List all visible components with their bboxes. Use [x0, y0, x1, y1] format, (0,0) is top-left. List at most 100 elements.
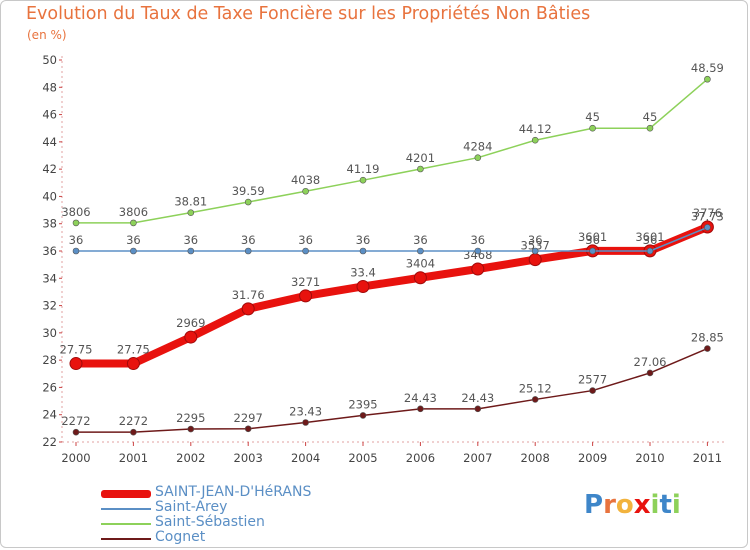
y-tick-label: 28	[42, 353, 57, 367]
data-label: 27.06	[634, 355, 667, 369]
data-label: 33.4	[350, 265, 376, 279]
data-point	[302, 247, 309, 255]
data-label: 2297	[234, 411, 263, 425]
data-point	[299, 289, 313, 303]
data-point	[69, 357, 83, 371]
y-tick-label: 30	[42, 326, 57, 340]
data-point	[187, 247, 195, 255]
data-point	[187, 209, 195, 216]
x-tick-label: 2011	[693, 451, 722, 465]
data-label: 2272	[61, 414, 90, 428]
logo-letter: o	[615, 490, 634, 520]
data-label: 3806	[61, 205, 90, 219]
data-label: 27.75	[117, 343, 150, 357]
data-point	[130, 219, 137, 227]
data-point	[356, 279, 370, 293]
data-label: 2272	[119, 414, 148, 428]
data-label: 36	[241, 233, 256, 247]
data-label: 2295	[176, 411, 205, 425]
series-line	[76, 226, 708, 252]
data-point	[126, 357, 140, 371]
data-label: 4038	[291, 173, 320, 187]
data-label: 3404	[406, 257, 435, 271]
y-tick-label: 24	[42, 408, 57, 422]
data-label: 36	[356, 233, 371, 247]
data-label: 3601	[578, 230, 607, 244]
data-label: 36	[126, 233, 141, 247]
data-label: 36	[470, 233, 485, 247]
data-label: 36	[183, 233, 198, 247]
unit-label: (en %)	[27, 28, 67, 42]
data-point	[244, 247, 252, 255]
data-point	[704, 75, 711, 83]
data-point	[417, 165, 424, 173]
data-label: 28.85	[691, 331, 724, 345]
data-label: 37.73	[691, 209, 724, 223]
data-label: 36	[69, 233, 84, 247]
legend-label: Cognet	[155, 529, 206, 545]
x-tick-label: 2000	[61, 451, 90, 465]
data-point	[589, 124, 596, 132]
x-tick-label: 2006	[406, 451, 435, 465]
data-point	[646, 369, 654, 377]
data-point	[359, 412, 367, 419]
data-point	[417, 405, 424, 413]
data-point	[359, 247, 367, 255]
x-tick-label: 2009	[578, 451, 607, 465]
legend-label: Saint-Arey	[155, 499, 228, 515]
data-point	[474, 247, 482, 255]
data-label: 41.19	[347, 162, 380, 176]
data-label: 44.12	[519, 122, 552, 136]
logo-letter: x	[633, 490, 651, 520]
y-tick-label: 42	[42, 162, 57, 176]
y-tick-label: 40	[42, 189, 57, 203]
data-point	[704, 224, 711, 231]
data-label: 39.59	[232, 184, 265, 198]
x-tick-label: 2002	[176, 451, 205, 465]
x-tick-label: 2003	[234, 451, 263, 465]
y-tick-label: 32	[42, 299, 57, 313]
data-label: 2395	[348, 397, 377, 411]
data-point	[589, 387, 596, 394]
data-point	[471, 262, 485, 276]
data-point	[72, 428, 80, 436]
proxiti-logo: Proxiti	[584, 490, 681, 520]
y-tick-label: 50	[42, 53, 57, 67]
data-label: 45	[585, 110, 600, 124]
logo-letter: P	[584, 490, 604, 520]
data-point	[531, 247, 539, 255]
legend-swatch	[101, 490, 151, 498]
logo-letter: r	[603, 490, 616, 520]
data-point	[646, 247, 654, 255]
data-point	[531, 396, 539, 403]
series-line	[76, 78, 708, 224]
data-label: 36	[528, 233, 543, 247]
data-label: 3537	[521, 239, 550, 253]
data-point	[302, 187, 309, 195]
data-point	[474, 405, 482, 413]
series-line	[76, 347, 708, 433]
data-point	[359, 176, 367, 184]
data-label: 4201	[406, 151, 435, 165]
legend-swatch	[101, 508, 151, 510]
y-tick-label: 48	[42, 80, 57, 94]
data-label: 36	[413, 233, 428, 247]
data-point	[241, 302, 255, 316]
data-point	[589, 247, 596, 255]
legend-label: SAINT-JEAN-D'HéRANS	[155, 484, 312, 500]
y-tick-label: 44	[42, 135, 57, 149]
y-tick-label: 34	[42, 271, 57, 285]
x-tick-label: 2010	[635, 451, 664, 465]
data-label: 23.43	[289, 404, 322, 418]
data-label: 48.59	[691, 61, 724, 75]
data-label: 24.43	[404, 391, 437, 405]
data-point	[72, 247, 80, 255]
x-tick-label: 2008	[521, 451, 550, 465]
data-label: 27.75	[60, 343, 93, 357]
y-tick-label: 22	[42, 435, 57, 449]
data-label: 4284	[463, 140, 492, 154]
data-point	[474, 154, 482, 161]
x-tick-label: 2005	[348, 451, 377, 465]
